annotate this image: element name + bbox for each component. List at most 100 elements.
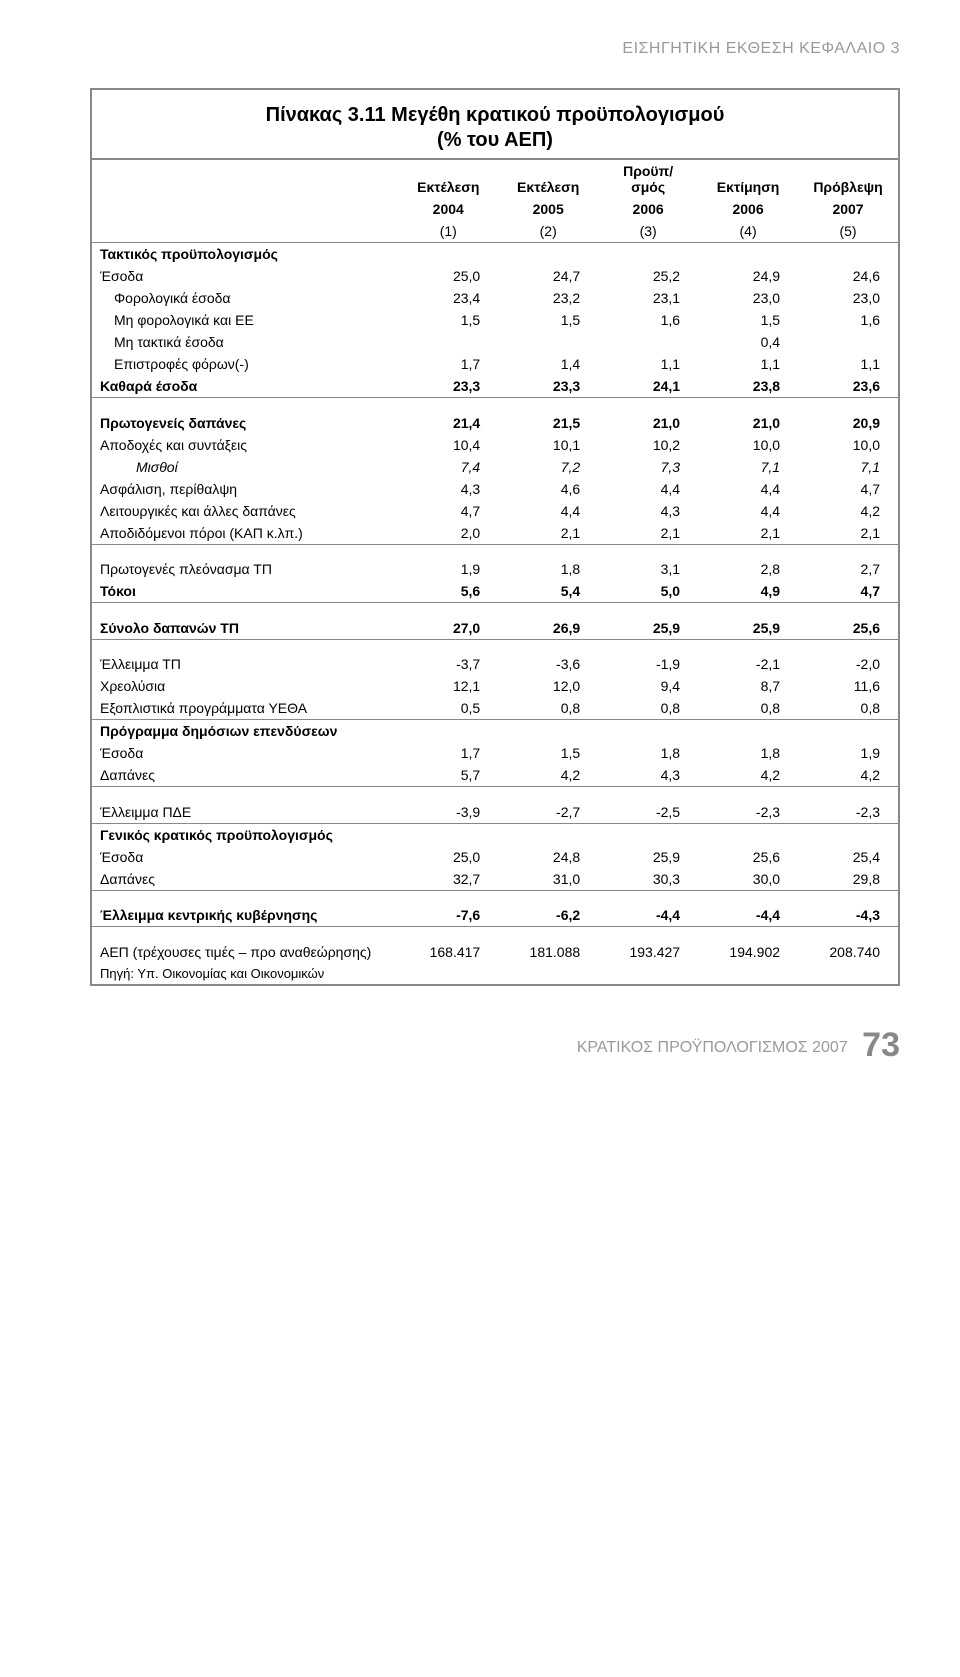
col-head: Πρόβλεψη xyxy=(798,159,898,198)
row-label: Έσοδα xyxy=(92,265,398,287)
cell-value: 26,9 xyxy=(498,617,598,640)
budget-table: Εκτέλεση Εκτέλεση Προϋπ/σμός Εκτίμηση Πρ… xyxy=(92,158,898,984)
footer-text: ΚΡΑΤΙΚΟΣ ΠΡΟΫΠΟΛΟΓΙΣΜΟΣ 2007 xyxy=(577,1039,848,1056)
row-label: Λειτουργικές και άλλες δαπάνες xyxy=(92,500,398,522)
cell-value: 25,4 xyxy=(798,846,898,868)
table-row: ΑΕΠ (τρέχουσες τιμές – προ αναθεώρησης) 1… xyxy=(92,941,898,963)
section-header: Πρόγραμμα δημόσιων επενδύσεων xyxy=(92,720,398,743)
cell-value: -4,4 xyxy=(698,904,798,927)
spacer-row xyxy=(92,927,898,941)
page-footer: ΚΡΑΤΙΚΟΣ ΠΡΟΫΠΟΛΟΓΙΣΜΟΣ 2007 73 xyxy=(90,1026,900,1065)
section-header-row: Τακτικός προϋπολογισμός xyxy=(92,243,898,266)
spacer-row xyxy=(92,398,898,412)
cell-value: 24,6 xyxy=(798,265,898,287)
section-header-row: Γενικός κρατικός προϋπολογισμός xyxy=(92,823,898,846)
cell-value: 5,6 xyxy=(398,580,498,603)
cell-value: 3,1 xyxy=(598,558,698,580)
cell-value: 181.088 xyxy=(498,941,598,963)
cell-value: -2,3 xyxy=(798,801,898,824)
cell-value: 25,9 xyxy=(698,617,798,640)
cell-value: 208.740 xyxy=(798,941,898,963)
col-num: (4) xyxy=(698,220,798,243)
cell-value: 10,2 xyxy=(598,434,698,456)
col-head: Εκτέλεση xyxy=(398,159,498,198)
cell-value: 4,9 xyxy=(698,580,798,603)
row-label: Φορολογικά έσοδα xyxy=(92,287,398,309)
source-row: Πηγή: Υπ. Οικονομίας και Οικονομικών xyxy=(92,963,898,984)
row-label: ΑΕΠ (τρέχουσες τιμές – προ αναθεώρησης) xyxy=(92,941,398,963)
cell-value: 4,4 xyxy=(698,478,798,500)
cell-value xyxy=(398,331,498,353)
cell-value: -3,9 xyxy=(398,801,498,824)
cell-value: 5,4 xyxy=(498,580,598,603)
cell-value: 1,5 xyxy=(498,309,598,331)
cell-value: 23,4 xyxy=(398,287,498,309)
cell-value: 24,7 xyxy=(498,265,598,287)
row-label: Έλλειμμα ΠΔΕ xyxy=(92,801,398,824)
cell-value: 24,9 xyxy=(698,265,798,287)
cell-value: 4,7 xyxy=(798,580,898,603)
spacer-row xyxy=(92,603,898,617)
cell-value: 4,3 xyxy=(598,500,698,522)
cell-value: 7,2 xyxy=(498,456,598,478)
table-row: Έσοδα25,024,825,925,625,4 xyxy=(92,846,898,868)
cell-value: 0,8 xyxy=(698,697,798,720)
cell-value: 1,6 xyxy=(798,309,898,331)
cell-value: 21,0 xyxy=(698,412,798,434)
cell-value: 4,4 xyxy=(498,500,598,522)
table-row: Τόκοι5,65,45,04,94,7 xyxy=(92,580,898,603)
cell-value: 194.902 xyxy=(698,941,798,963)
table-row: Έλλειμμα ΠΔΕ-3,9-2,7-2,5-2,3-2,3 xyxy=(92,801,898,824)
cell-value: 2,1 xyxy=(598,522,698,545)
cell-value: -2,1 xyxy=(698,653,798,675)
cell-value: 25,6 xyxy=(798,617,898,640)
cell-value: 7,4 xyxy=(398,456,498,478)
cell-value: 10,4 xyxy=(398,434,498,456)
cell-value: 2,8 xyxy=(698,558,798,580)
table-row: Έσοδα25,024,725,224,924,6 xyxy=(92,265,898,287)
cell-value xyxy=(798,331,898,353)
cell-value: 31,0 xyxy=(498,868,598,891)
cell-value: 7,3 xyxy=(598,456,698,478)
cell-value: 21,4 xyxy=(398,412,498,434)
cell-value: -2,7 xyxy=(498,801,598,824)
table-row: Εξοπλιστικά προγράμματα ΥΕΘΑ0,50,80,80,8… xyxy=(92,697,898,720)
row-label: Χρεολύσια xyxy=(92,675,398,697)
cell-value: 4,7 xyxy=(398,500,498,522)
cell-value: -3,6 xyxy=(498,653,598,675)
cell-value: 20,9 xyxy=(798,412,898,434)
cell-value: 8,7 xyxy=(698,675,798,697)
row-label: Τόκοι xyxy=(92,580,398,603)
cell-value: 23,3 xyxy=(498,375,598,398)
col-num: (3) xyxy=(598,220,698,243)
table-body: Τακτικός προϋπολογισμόςΈσοδα25,024,725,2… xyxy=(92,243,898,984)
row-label: Μη τακτικά έσοδα xyxy=(92,331,398,353)
spacer-row xyxy=(92,890,898,904)
cell-value: 1,7 xyxy=(398,742,498,764)
table-row: Έσοδα1,71,51,81,81,9 xyxy=(92,742,898,764)
cell-value: 2,1 xyxy=(798,522,898,545)
cell-value: -3,7 xyxy=(398,653,498,675)
cell-value: 4,2 xyxy=(498,764,598,787)
row-label: Πρωτογενείς δαπάνες xyxy=(92,412,398,434)
cell-value: 1,6 xyxy=(598,309,698,331)
table-row: Καθαρά έσοδα23,323,324,123,823,6 xyxy=(92,375,898,398)
cell-value: 29,8 xyxy=(798,868,898,891)
cell-value: 2,1 xyxy=(698,522,798,545)
table-row: Δαπάνες32,731,030,330,029,8 xyxy=(92,868,898,891)
cell-value: -2,3 xyxy=(698,801,798,824)
source-text: Πηγή: Υπ. Οικονομίας και Οικονομικών xyxy=(92,963,898,984)
cell-value: 1,9 xyxy=(398,558,498,580)
row-label: Έσοδα xyxy=(92,846,398,868)
cell-value: -2,0 xyxy=(798,653,898,675)
cell-value: 1,8 xyxy=(598,742,698,764)
row-label: Έλλειμμα κεντρικής κυβέρνησης xyxy=(92,904,398,927)
table-row: Πρωτογενείς δαπάνες21,421,521,021,020,9 xyxy=(92,412,898,434)
col-year: 2006 xyxy=(598,198,698,220)
col-year: 2007 xyxy=(798,198,898,220)
cell-value: 1,5 xyxy=(398,309,498,331)
cell-value: 23,0 xyxy=(698,287,798,309)
cell-value: 10,0 xyxy=(798,434,898,456)
table-title: Πίνακας 3.11 Μεγέθη κρατικού προϋπολογισ… xyxy=(102,104,888,127)
cell-value: 23,3 xyxy=(398,375,498,398)
